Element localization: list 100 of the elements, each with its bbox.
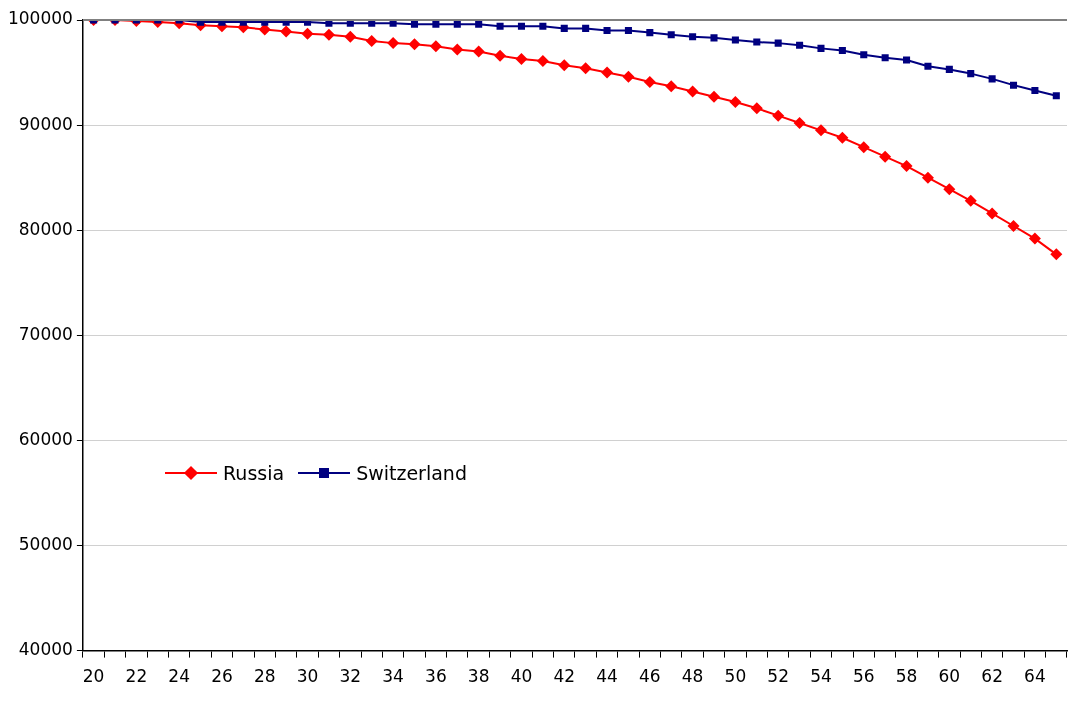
- legend-label: Russia: [223, 462, 285, 484]
- point: [903, 56, 911, 64]
- point: [429, 40, 442, 53]
- point: [817, 44, 825, 52]
- y-tick-label: 80000: [18, 218, 73, 239]
- x-tick-label: 64: [1024, 666, 1046, 687]
- x-tick-label: 28: [253, 666, 276, 687]
- point: [1007, 220, 1020, 232]
- x-tick-label: 32: [339, 666, 362, 687]
- point: [772, 109, 785, 122]
- point: [814, 124, 827, 137]
- point: [1052, 92, 1060, 100]
- x-tick-label: 46: [639, 666, 661, 687]
- point: [536, 54, 549, 67]
- x-tick-label: 22: [125, 666, 148, 687]
- point: [686, 85, 699, 98]
- x-tick-label: 38: [467, 666, 490, 687]
- point: [432, 20, 440, 28]
- x-tick-label: 56: [852, 666, 875, 687]
- point: [453, 20, 461, 28]
- point: [643, 76, 656, 89]
- point: [515, 52, 528, 65]
- point: [921, 171, 934, 184]
- y-tick-label: 50000: [18, 533, 73, 554]
- y-tick-label: 60000: [18, 428, 73, 449]
- point: [964, 194, 977, 207]
- point: [601, 66, 614, 79]
- point: [496, 22, 504, 30]
- point: [475, 20, 483, 28]
- point: [857, 141, 870, 154]
- point: [387, 37, 400, 50]
- point: [665, 80, 678, 93]
- x-tick-label: 62: [981, 666, 1003, 687]
- point: [900, 160, 913, 173]
- x-tick-label: 50: [724, 666, 747, 687]
- point: [410, 20, 419, 28]
- point: [280, 25, 293, 38]
- point: [1009, 81, 1018, 89]
- point: [539, 22, 547, 30]
- point: [796, 41, 804, 49]
- legend-label: Switzerland: [356, 462, 467, 484]
- point: [879, 150, 892, 163]
- point: [710, 34, 718, 42]
- x-tick-label: 48: [681, 666, 704, 687]
- x-tick-label: 20: [82, 666, 105, 687]
- point: [943, 183, 956, 196]
- point: [558, 59, 571, 72]
- point: [838, 46, 846, 55]
- point: [408, 38, 421, 51]
- point: [1028, 232, 1041, 245]
- point: [646, 29, 654, 37]
- point: [729, 95, 742, 108]
- point: [750, 102, 763, 115]
- point: [1050, 248, 1063, 261]
- x-tick-label: 44: [596, 666, 618, 687]
- point: [301, 27, 314, 40]
- point: [731, 36, 739, 44]
- x-tick-label: 40: [510, 666, 533, 687]
- y-tick-label: 40000: [18, 639, 73, 660]
- point: [986, 207, 999, 220]
- point: [667, 31, 675, 39]
- point: [689, 33, 697, 41]
- point: [945, 65, 953, 73]
- x-tick-label: 60: [938, 666, 961, 687]
- point: [753, 38, 761, 46]
- point: [582, 24, 590, 32]
- point: [451, 43, 464, 56]
- point: [622, 70, 635, 83]
- point: [793, 117, 806, 129]
- x-tick-label: 54: [810, 666, 832, 687]
- y-tick-label: 90000: [18, 113, 73, 134]
- point: [560, 24, 568, 32]
- point: [624, 26, 632, 35]
- point: [836, 131, 849, 144]
- point: [881, 54, 889, 62]
- point: [579, 62, 592, 75]
- x-tick-label: 30: [296, 666, 319, 687]
- point: [860, 51, 868, 59]
- point: [472, 45, 485, 58]
- x-tick-label: 34: [382, 666, 404, 687]
- point: [924, 62, 932, 70]
- point: [322, 28, 335, 41]
- y-tick-label: 70000: [18, 323, 73, 344]
- x-tick-label: 36: [425, 666, 447, 687]
- point: [967, 70, 975, 78]
- point: [988, 75, 996, 83]
- x-tick-label: 42: [553, 666, 576, 687]
- x-tick-label: 24: [168, 666, 190, 687]
- point: [708, 90, 721, 103]
- point: [494, 49, 507, 62]
- point: [365, 35, 378, 48]
- x-tick-label: 52: [767, 666, 790, 687]
- point: [517, 22, 525, 30]
- point: [603, 26, 611, 35]
- point: [774, 39, 782, 47]
- x-tick-label: 58: [895, 666, 918, 687]
- point: [344, 30, 357, 43]
- point: [1031, 86, 1039, 94]
- y-tick-label: 100000: [7, 8, 73, 29]
- x-tick-label: 26: [211, 666, 233, 687]
